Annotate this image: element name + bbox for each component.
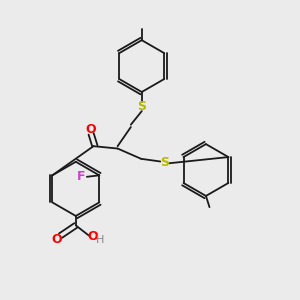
Text: F: F [77, 170, 86, 183]
Text: O: O [51, 233, 62, 246]
Text: H: H [96, 236, 104, 245]
Text: O: O [88, 230, 98, 243]
Text: O: O [85, 123, 95, 136]
Text: S: S [160, 156, 169, 169]
Text: S: S [137, 100, 146, 113]
